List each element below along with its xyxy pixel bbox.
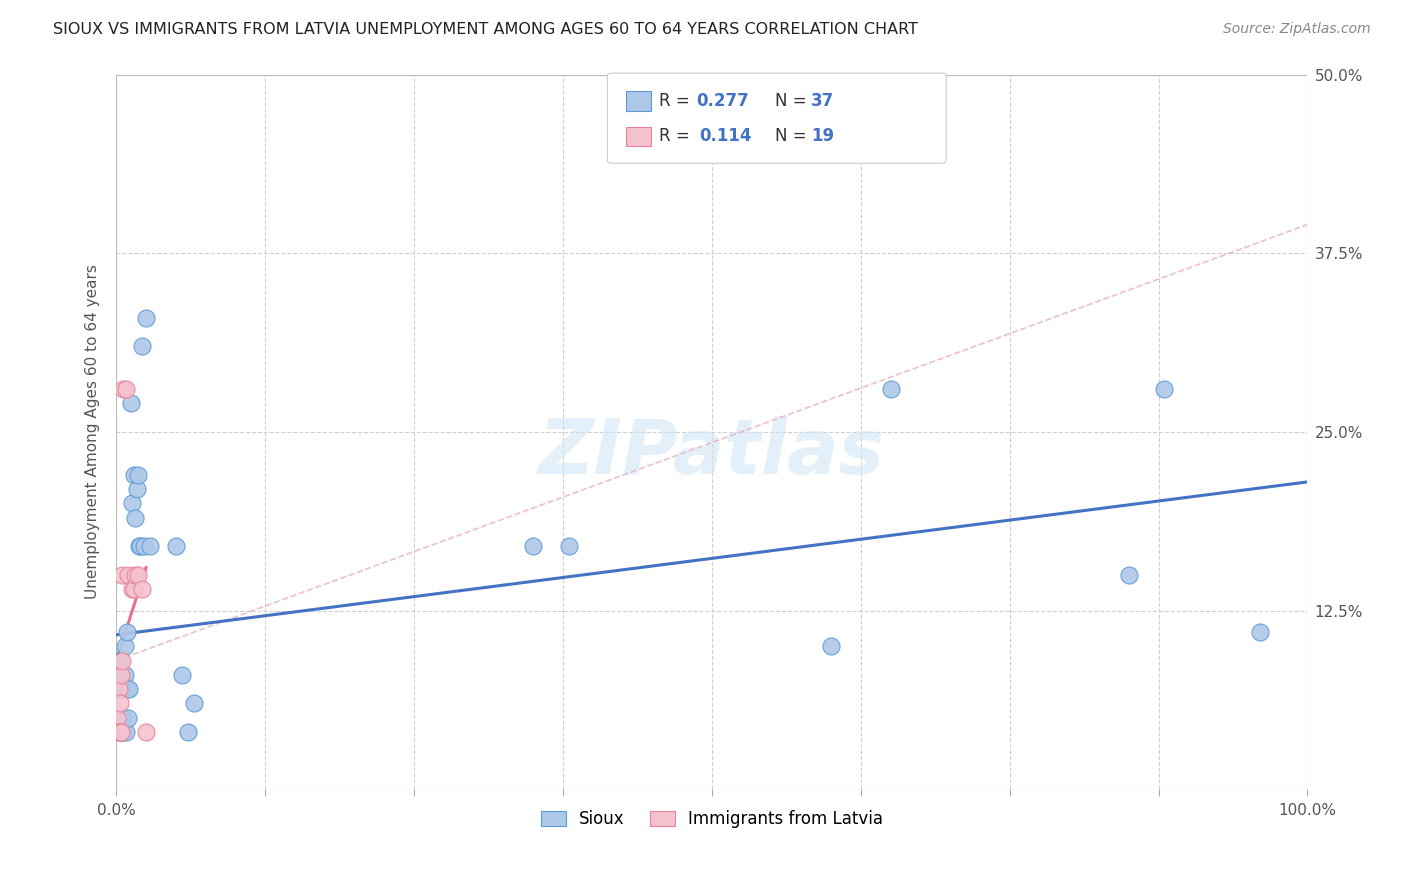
Point	[1249, 625, 1271, 640]
Point	[820, 640, 842, 654]
Point	[107, 711, 129, 725]
Point	[135, 725, 157, 739]
Point	[129, 539, 152, 553]
Text: Source: ZipAtlas.com: Source: ZipAtlas.com	[1223, 22, 1371, 37]
Point	[121, 582, 143, 596]
Point	[558, 539, 581, 553]
Point	[114, 382, 136, 396]
Point	[177, 725, 200, 739]
Point	[122, 467, 145, 482]
Point	[110, 725, 132, 739]
Text: R =: R =	[659, 92, 696, 110]
Point	[125, 482, 148, 496]
Legend: Sioux, Immigrants from Latvia: Sioux, Immigrants from Latvia	[534, 803, 890, 835]
Point	[1153, 382, 1175, 396]
Point	[115, 625, 138, 640]
Y-axis label: Unemployment Among Ages 60 to 64 years: Unemployment Among Ages 60 to 64 years	[86, 264, 100, 599]
Point	[183, 697, 205, 711]
Text: N =: N =	[775, 128, 811, 145]
Point	[108, 654, 131, 668]
Point	[131, 339, 153, 353]
Text: 0.277: 0.277	[696, 92, 749, 110]
Text: R =: R =	[659, 128, 700, 145]
Point	[170, 668, 193, 682]
Point	[117, 711, 139, 725]
Point	[112, 382, 135, 396]
Point	[114, 725, 136, 739]
Point	[111, 654, 134, 668]
Point	[120, 396, 142, 410]
Point	[127, 467, 149, 482]
Text: 19: 19	[811, 128, 834, 145]
Point	[128, 539, 150, 553]
Point	[115, 682, 138, 697]
Point	[1118, 567, 1140, 582]
Point	[112, 725, 135, 739]
Point	[127, 567, 149, 582]
Text: N =: N =	[775, 92, 811, 110]
Point	[107, 682, 129, 697]
Text: 37: 37	[811, 92, 835, 110]
Text: 0.114: 0.114	[699, 128, 751, 145]
Point	[107, 725, 129, 739]
Point	[132, 539, 155, 553]
Point	[121, 496, 143, 510]
Point	[108, 697, 131, 711]
Point	[114, 668, 136, 682]
Text: ZIPatlas: ZIPatlas	[538, 417, 884, 491]
Point	[138, 539, 160, 553]
Point	[118, 682, 141, 697]
Point	[135, 310, 157, 325]
Point	[107, 725, 129, 739]
Point	[879, 382, 901, 396]
Text: SIOUX VS IMMIGRANTS FROM LATVIA UNEMPLOYMENT AMONG AGES 60 TO 64 YEARS CORRELATI: SIOUX VS IMMIGRANTS FROM LATVIA UNEMPLOY…	[53, 22, 918, 37]
Point	[122, 582, 145, 596]
Point	[107, 654, 129, 668]
Point	[110, 668, 132, 682]
Point	[111, 567, 134, 582]
Point	[108, 725, 131, 739]
Point	[124, 567, 146, 582]
Point	[112, 711, 135, 725]
Point	[114, 640, 136, 654]
Point	[110, 725, 132, 739]
Point	[165, 539, 187, 553]
Point	[522, 539, 544, 553]
Point	[111, 725, 134, 739]
Point	[124, 510, 146, 524]
Point	[131, 582, 153, 596]
Point	[111, 682, 134, 697]
Point	[117, 567, 139, 582]
